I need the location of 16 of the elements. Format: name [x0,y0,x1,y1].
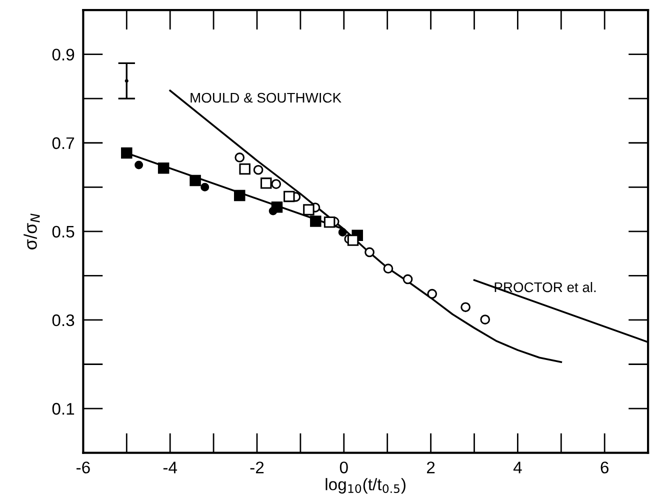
x-tick-label: 4 [513,462,522,474]
y-tick-label: 0.3 [52,314,74,326]
y-tick-label: 0.5 [52,226,74,238]
y-tick-label: 0.7 [52,137,74,150]
x-tick-label: 0 [340,462,348,474]
x-tick-label: 2 [427,462,435,474]
annotation: PROCTOR et al. [494,282,596,292]
x-tick-label: -6 [76,462,90,474]
x-tick-label: -4 [163,462,178,474]
y-tick-label: 0.9 [52,48,74,61]
y-axis-title: σ/σ$_{N}$ [24,214,40,250]
x-tick-label: -2 [250,462,264,474]
x-axis-title: log$_{10}$(t/t$_{0.5}$) [326,478,406,494]
annotation: MOULD & SOUTHWICK [190,92,342,103]
y-tick-label: 0.1 [52,402,74,415]
x-tick-label: 6 [600,462,608,474]
